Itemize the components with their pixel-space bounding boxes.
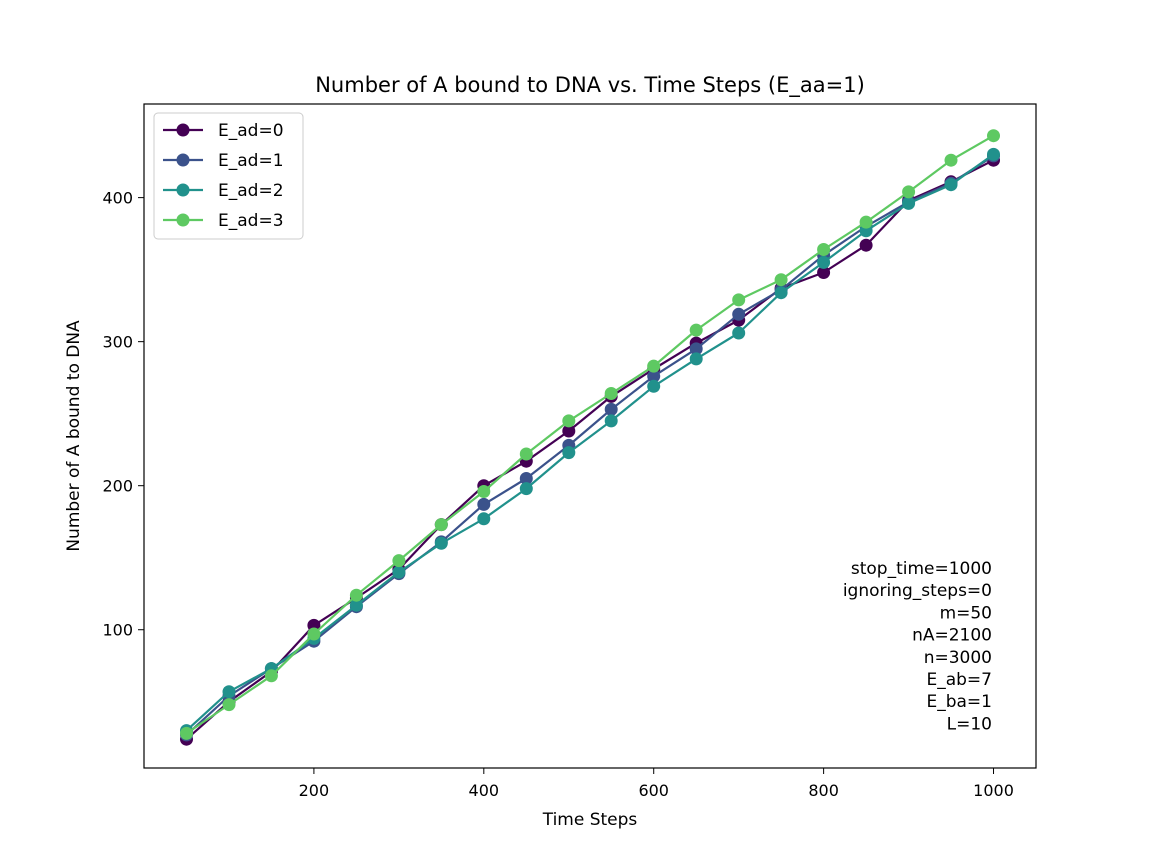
- x-tick-label: 1000: [973, 781, 1014, 800]
- legend-entry: E_ad=1: [218, 151, 284, 171]
- data-point: [562, 414, 576, 428]
- chart-title: Number of A bound to DNA vs. Time Steps …: [315, 73, 865, 98]
- annotation-line: stop_time=1000: [851, 559, 992, 579]
- y-tick-label: 400: [102, 189, 133, 208]
- data-point: [307, 627, 321, 641]
- data-point: [604, 414, 618, 428]
- x-tick-label: 800: [808, 781, 839, 800]
- data-point: [732, 307, 746, 321]
- data-point: [349, 588, 363, 602]
- data-point: [519, 472, 533, 485]
- annotation-line: n=3000: [924, 648, 992, 668]
- data-point: [732, 293, 746, 307]
- legend-box: [153, 112, 304, 240]
- annotation-line: E_ab=7: [926, 670, 992, 690]
- data-point: [180, 726, 193, 740]
- legend-entry: E_ad=0: [218, 121, 284, 141]
- legend-entry: E_ad=2: [218, 181, 284, 201]
- annotation-line: m=50: [940, 603, 992, 623]
- data-point: [604, 402, 618, 416]
- data-point: [987, 129, 1000, 143]
- legend-swatch-marker: [176, 123, 190, 137]
- x-tick-label: 600: [638, 781, 669, 800]
- data-point: [859, 215, 873, 229]
- x-axis-ticks: 200 400 600 800 1000: [299, 768, 1014, 800]
- data-point: [519, 482, 533, 496]
- annotation-line: L=10: [947, 714, 992, 734]
- data-point: [519, 447, 533, 461]
- legend: E_ad=0 E_ad=1 E_ad=2 E_ad=3: [153, 112, 304, 240]
- data-point: [647, 359, 661, 373]
- data-point: [817, 243, 831, 256]
- x-axis-label: Time Steps: [542, 810, 638, 830]
- legend-swatch-marker: [176, 213, 190, 227]
- series-line-1: [185, 154, 995, 736]
- data-point: [817, 266, 831, 279]
- data-point: [264, 669, 278, 683]
- legend-swatch-marker: [176, 183, 190, 197]
- data-point: [987, 147, 1000, 161]
- legend-swatch-marker: [176, 153, 190, 167]
- data-point: [222, 685, 236, 699]
- data-point: [902, 185, 916, 199]
- data-point: [222, 698, 236, 712]
- data-point: [647, 369, 661, 383]
- series-line-3: [185, 134, 995, 735]
- annotation-line: ignoring_steps=0: [843, 581, 992, 601]
- data-point: [477, 497, 491, 511]
- series-line-2: [185, 153, 995, 732]
- data-point: [392, 565, 406, 579]
- data-point: [774, 273, 788, 287]
- data-point: [859, 238, 873, 252]
- annotation-line: nA=2100: [912, 626, 992, 646]
- data-point: [392, 554, 406, 568]
- data-point: [562, 424, 576, 438]
- data-point: [434, 518, 448, 532]
- data-point: [689, 342, 703, 356]
- legend-entry: E_ad=3: [218, 211, 284, 231]
- data-point: [944, 178, 958, 192]
- y-axis-label: Number of A bound to DNA: [64, 320, 84, 552]
- x-tick-label: 400: [469, 781, 500, 800]
- data-point: [774, 286, 788, 300]
- series-3: [180, 129, 1000, 740]
- x-tick-label: 200: [299, 781, 330, 800]
- data-point: [562, 446, 576, 460]
- data-point: [689, 323, 703, 337]
- data-point: [647, 379, 661, 393]
- annotation-line: E_ba=1: [926, 692, 992, 712]
- data-point: [944, 153, 958, 167]
- series-line-0: [185, 159, 994, 741]
- data-point: [817, 255, 831, 269]
- plot-frame: [143, 103, 1037, 769]
- series-1: [180, 149, 1000, 742]
- data-point: [604, 387, 618, 400]
- data-point: [434, 536, 448, 550]
- data-point: [349, 598, 363, 612]
- series-0: [180, 153, 1000, 746]
- y-tick-label: 200: [102, 477, 133, 496]
- y-tick-label: 100: [102, 621, 133, 640]
- data-point: [477, 512, 491, 526]
- data-point: [689, 352, 703, 366]
- y-axis-ticks: 100 200 300 400: [102, 189, 144, 640]
- data-point: [732, 326, 746, 340]
- series-layer: [180, 129, 1000, 746]
- y-tick-label: 300: [102, 333, 133, 352]
- data-point: [902, 196, 916, 210]
- data-point: [477, 485, 491, 498]
